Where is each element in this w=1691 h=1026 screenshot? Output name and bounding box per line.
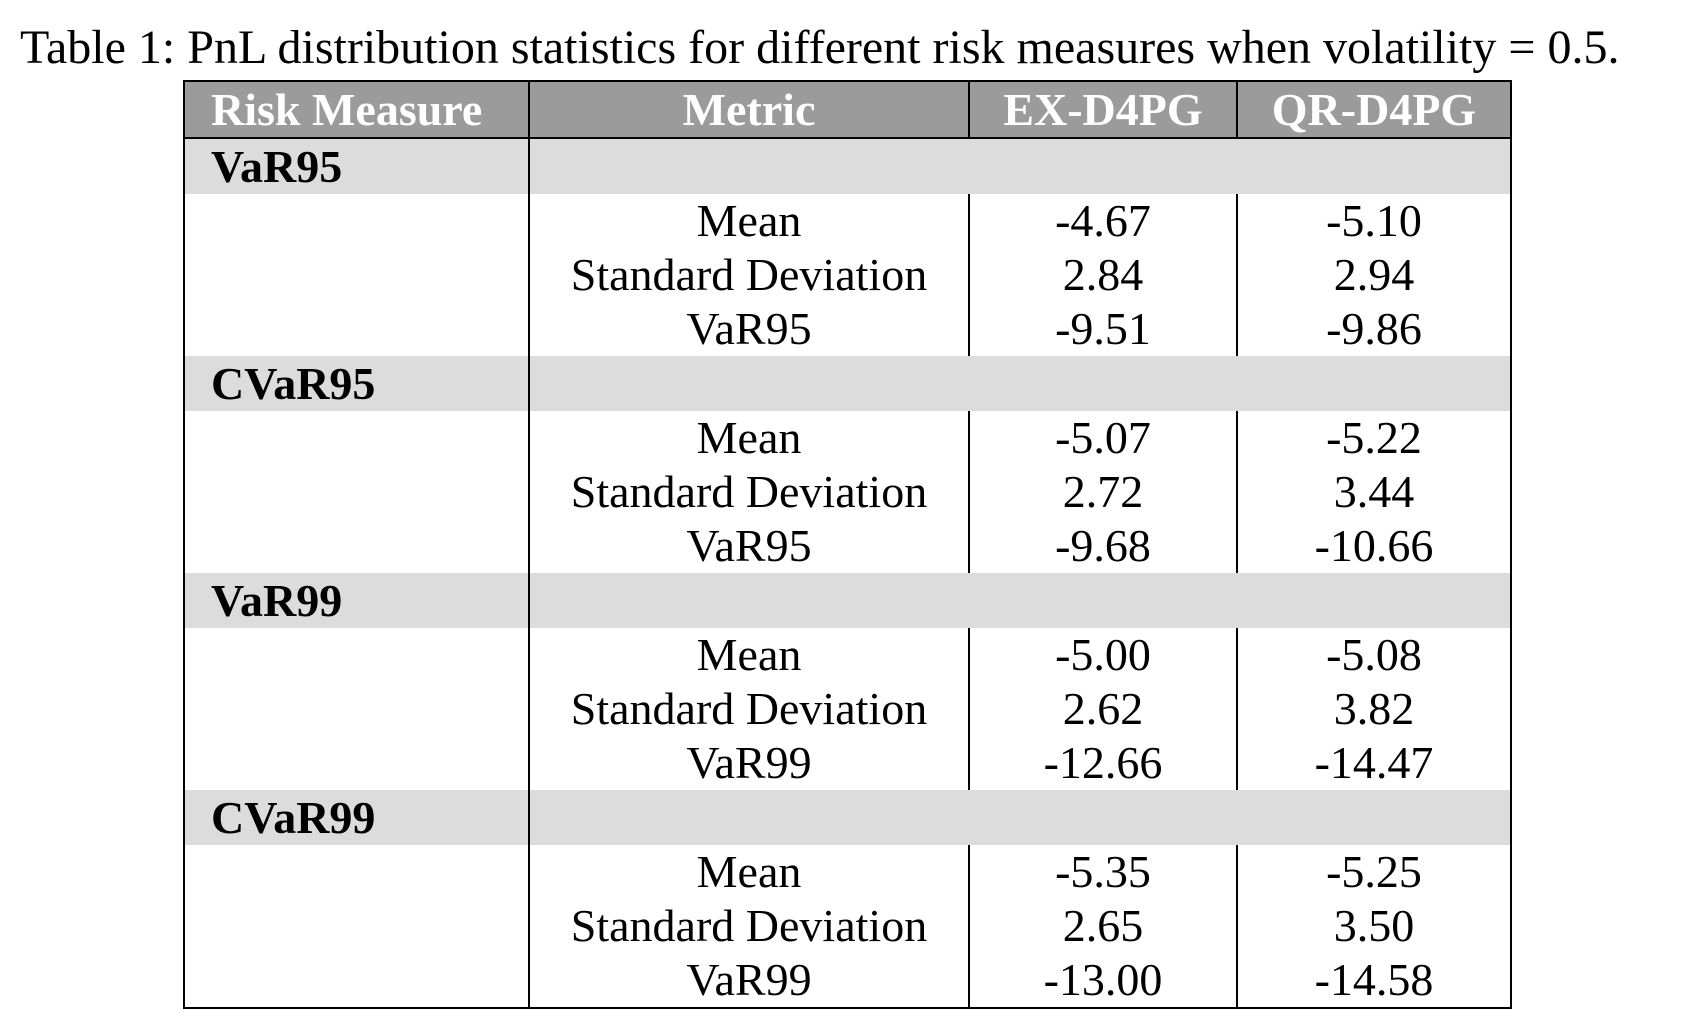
group-label: CVaR95 — [184, 356, 529, 411]
risk-measure-cell — [184, 465, 529, 519]
qr-d4pg-cell: -14.58 — [1236, 953, 1511, 1008]
ex-d4pg-cell: -5.35 — [968, 845, 1237, 899]
ex-d4pg-cell: 2.62 — [968, 682, 1237, 736]
table-row: Mean -5.35 -5.25 — [184, 845, 1511, 899]
group-row: CVaR99 — [184, 790, 1511, 845]
qr-d4pg-cell: 3.82 — [1236, 682, 1511, 736]
table-row: VaR99 -13.00 -14.58 — [184, 953, 1511, 1008]
risk-measure-cell — [184, 736, 529, 790]
qr-d4pg-cell: -5.22 — [1236, 411, 1511, 465]
pnl-statistics-table: Risk Measure Metric EX-D4PG QR-D4PG VaR9… — [183, 80, 1512, 1009]
ex-d4pg-cell: -13.00 — [968, 953, 1237, 1008]
ex-d4pg-cell: -9.51 — [968, 302, 1237, 356]
risk-measure-cell — [184, 248, 529, 302]
qr-d4pg-cell: -5.08 — [1236, 628, 1511, 682]
qr-d4pg-cell: 3.44 — [1236, 465, 1511, 519]
table-row: Mean -4.67 -5.10 — [184, 194, 1511, 248]
metric-cell: VaR99 — [528, 736, 969, 790]
table-row: Mean -5.00 -5.08 — [184, 628, 1511, 682]
header-row: Risk Measure Metric EX-D4PG QR-D4PG — [184, 81, 1511, 139]
risk-measure-cell — [184, 302, 529, 356]
metric-cell: Mean — [528, 411, 969, 465]
qr-d4pg-cell: -9.86 — [1236, 302, 1511, 356]
metric-cell: Standard Deviation — [528, 682, 969, 736]
group-label: VaR95 — [184, 138, 529, 194]
table-row: Standard Deviation 2.62 3.82 — [184, 682, 1511, 736]
metric-cell: Standard Deviation — [528, 248, 969, 302]
ex-d4pg-cell: 2.65 — [968, 899, 1237, 953]
risk-measure-cell — [184, 953, 529, 1008]
table-row: VaR99 -12.66 -14.47 — [184, 736, 1511, 790]
metric-cell: VaR95 — [528, 302, 969, 356]
header-qr-d4pg: QR-D4PG — [1236, 81, 1511, 139]
ex-d4pg-cell: -5.07 — [968, 411, 1237, 465]
risk-measure-cell — [184, 899, 529, 953]
metric-cell: Mean — [528, 845, 969, 899]
metric-cell: Standard Deviation — [528, 899, 969, 953]
qr-d4pg-cell: -5.25 — [1236, 845, 1511, 899]
metric-cell: Standard Deviation — [528, 465, 969, 519]
qr-d4pg-cell: 3.50 — [1236, 899, 1511, 953]
qr-d4pg-cell: -5.10 — [1236, 194, 1511, 248]
table-row: Standard Deviation 2.65 3.50 — [184, 899, 1511, 953]
risk-measure-cell — [184, 411, 529, 465]
risk-measure-cell — [184, 682, 529, 736]
risk-measure-cell — [184, 194, 529, 248]
metric-cell: VaR95 — [528, 519, 969, 573]
group-fill — [528, 356, 1511, 411]
ex-d4pg-cell: 2.84 — [968, 248, 1237, 302]
ex-d4pg-cell: -5.00 — [968, 628, 1237, 682]
group-fill — [528, 138, 1511, 194]
group-label: CVaR99 — [184, 790, 529, 845]
risk-measure-cell — [184, 628, 529, 682]
metric-cell: Mean — [528, 628, 969, 682]
table-row: VaR95 -9.51 -9.86 — [184, 302, 1511, 356]
risk-measure-cell — [184, 519, 529, 573]
ex-d4pg-cell: -12.66 — [968, 736, 1237, 790]
header-metric: Metric — [528, 81, 969, 139]
group-row: VaR99 — [184, 573, 1511, 628]
group-fill — [528, 790, 1511, 845]
table-row: Standard Deviation 2.72 3.44 — [184, 465, 1511, 519]
ex-d4pg-cell: -4.67 — [968, 194, 1237, 248]
ex-d4pg-cell: -9.68 — [968, 519, 1237, 573]
header-ex-d4pg: EX-D4PG — [968, 81, 1237, 139]
table-row: Mean -5.07 -5.22 — [184, 411, 1511, 465]
metric-cell: Mean — [528, 194, 969, 248]
group-row: CVaR95 — [184, 356, 1511, 411]
group-label: VaR99 — [184, 573, 529, 628]
header-risk-measure: Risk Measure — [184, 81, 529, 139]
ex-d4pg-cell: 2.72 — [968, 465, 1237, 519]
group-fill — [528, 573, 1511, 628]
qr-d4pg-cell: -14.47 — [1236, 736, 1511, 790]
qr-d4pg-cell: -10.66 — [1236, 519, 1511, 573]
metric-cell: VaR99 — [528, 953, 969, 1008]
table-row: VaR95 -9.68 -10.66 — [184, 519, 1511, 573]
qr-d4pg-cell: 2.94 — [1236, 248, 1511, 302]
table-row: Standard Deviation 2.84 2.94 — [184, 248, 1511, 302]
group-row: VaR95 — [184, 138, 1511, 194]
risk-measure-cell — [184, 845, 529, 899]
table-caption: Table 1: PnL distribution statistics for… — [20, 21, 1620, 74]
